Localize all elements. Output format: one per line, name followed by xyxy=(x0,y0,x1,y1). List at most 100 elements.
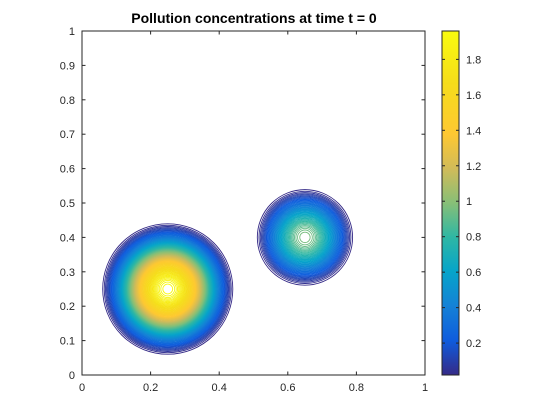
contour-line xyxy=(284,216,326,259)
contour-line xyxy=(158,280,177,298)
contour-line xyxy=(148,269,187,309)
contour-line xyxy=(139,260,196,318)
contour-line xyxy=(147,268,189,310)
colorbar-tick-label: 0.8 xyxy=(466,232,481,244)
contour-line xyxy=(125,246,210,332)
contour-line xyxy=(275,207,335,267)
contour-line xyxy=(281,214,328,261)
contour-line xyxy=(289,221,321,253)
contour-line xyxy=(154,275,182,303)
x-tick-label: 0 xyxy=(79,382,85,394)
contour-line xyxy=(155,276,181,302)
colorbar-tick-label: 0.4 xyxy=(466,303,481,315)
contour-line xyxy=(102,223,234,355)
contour-line xyxy=(273,205,337,269)
contour-line xyxy=(121,242,215,336)
contour-line xyxy=(120,241,216,337)
contour-line xyxy=(127,249,208,329)
contour-line xyxy=(270,203,340,272)
contour-line xyxy=(127,248,209,330)
y-tick-label: 0.5 xyxy=(60,198,75,210)
contour-line xyxy=(114,235,222,343)
contour-line xyxy=(261,193,349,282)
contour-line xyxy=(267,200,342,275)
contour-line xyxy=(274,207,335,268)
contour-line xyxy=(119,240,217,338)
contour-line xyxy=(268,201,342,274)
contour-line xyxy=(133,255,202,323)
contour-line xyxy=(279,211,331,264)
contour-line xyxy=(285,217,325,258)
contour-line xyxy=(108,229,227,349)
contour-line xyxy=(283,215,327,259)
contour-line xyxy=(295,227,315,247)
contour-line xyxy=(109,230,227,348)
contour-line xyxy=(292,225,318,250)
contour-line xyxy=(140,261,196,317)
colorbar-axis: 0.2 0.4 0.6 0.8 1 1.2 1.4 1.6 1.8 xyxy=(442,54,481,350)
contour-line xyxy=(263,195,347,280)
contour-line xyxy=(151,272,184,306)
contour-line xyxy=(132,253,204,325)
contour-line xyxy=(152,273,184,305)
contour-line xyxy=(282,215,328,260)
contour-line xyxy=(139,260,197,318)
y-tick-label: 0 xyxy=(69,370,75,382)
contour-line xyxy=(277,210,333,265)
contour-line xyxy=(145,266,191,312)
contour-line xyxy=(143,264,192,314)
contour-line xyxy=(124,245,212,333)
contour-line xyxy=(116,237,219,341)
contour-lines xyxy=(102,189,354,355)
contour-line xyxy=(149,270,187,308)
contour-line xyxy=(297,229,313,246)
contour-line xyxy=(130,251,206,327)
contour-line xyxy=(126,248,209,330)
y-tick-label: 0.1 xyxy=(60,336,75,348)
contour-line xyxy=(129,250,207,328)
contour-line xyxy=(126,247,210,331)
contour-line xyxy=(269,201,341,274)
contour-line xyxy=(263,196,346,279)
contour-line xyxy=(104,226,231,352)
contour-line xyxy=(270,202,340,273)
contour-line xyxy=(265,197,345,277)
contour-line xyxy=(146,267,189,311)
y-tick-label: 0.7 xyxy=(60,129,75,141)
contour-line xyxy=(119,240,216,338)
y-axis: 0 0.1 0.2 0.3 0.4 0.5 0.6 0.7 0.8 0.9 1 xyxy=(60,26,425,382)
contour-line xyxy=(128,249,207,329)
contour-line xyxy=(272,204,338,271)
x-axis: 0 0.2 0.4 0.6 0.8 1 xyxy=(79,31,428,394)
contour-line xyxy=(141,262,195,316)
contour-line xyxy=(281,213,329,262)
contour-line xyxy=(110,231,226,347)
contour-line xyxy=(131,252,204,326)
contour-line xyxy=(123,244,213,334)
contour-line xyxy=(136,257,199,321)
contour-line xyxy=(135,256,201,322)
contour-line xyxy=(276,209,333,266)
contour-line xyxy=(162,283,174,295)
contour-line xyxy=(138,259,197,319)
contour-line xyxy=(121,243,214,335)
contour-line xyxy=(124,245,211,333)
contour-line xyxy=(125,246,211,332)
contour-line xyxy=(279,212,331,263)
contour-line xyxy=(278,210,332,265)
contour-line xyxy=(111,232,225,346)
contour-line xyxy=(259,192,351,283)
contour-line xyxy=(138,259,198,319)
contour-line xyxy=(136,257,200,321)
contour-line xyxy=(142,263,194,315)
colorbar xyxy=(441,30,460,376)
contour-line xyxy=(274,206,336,269)
colorbar-tick-label: 1.2 xyxy=(466,161,481,173)
contour-line xyxy=(143,264,193,314)
contour-line xyxy=(120,241,216,337)
x-tick-label: 0.2 xyxy=(143,382,158,394)
contour-line xyxy=(157,278,179,300)
contour-line xyxy=(137,258,198,320)
contour-line xyxy=(118,239,218,339)
